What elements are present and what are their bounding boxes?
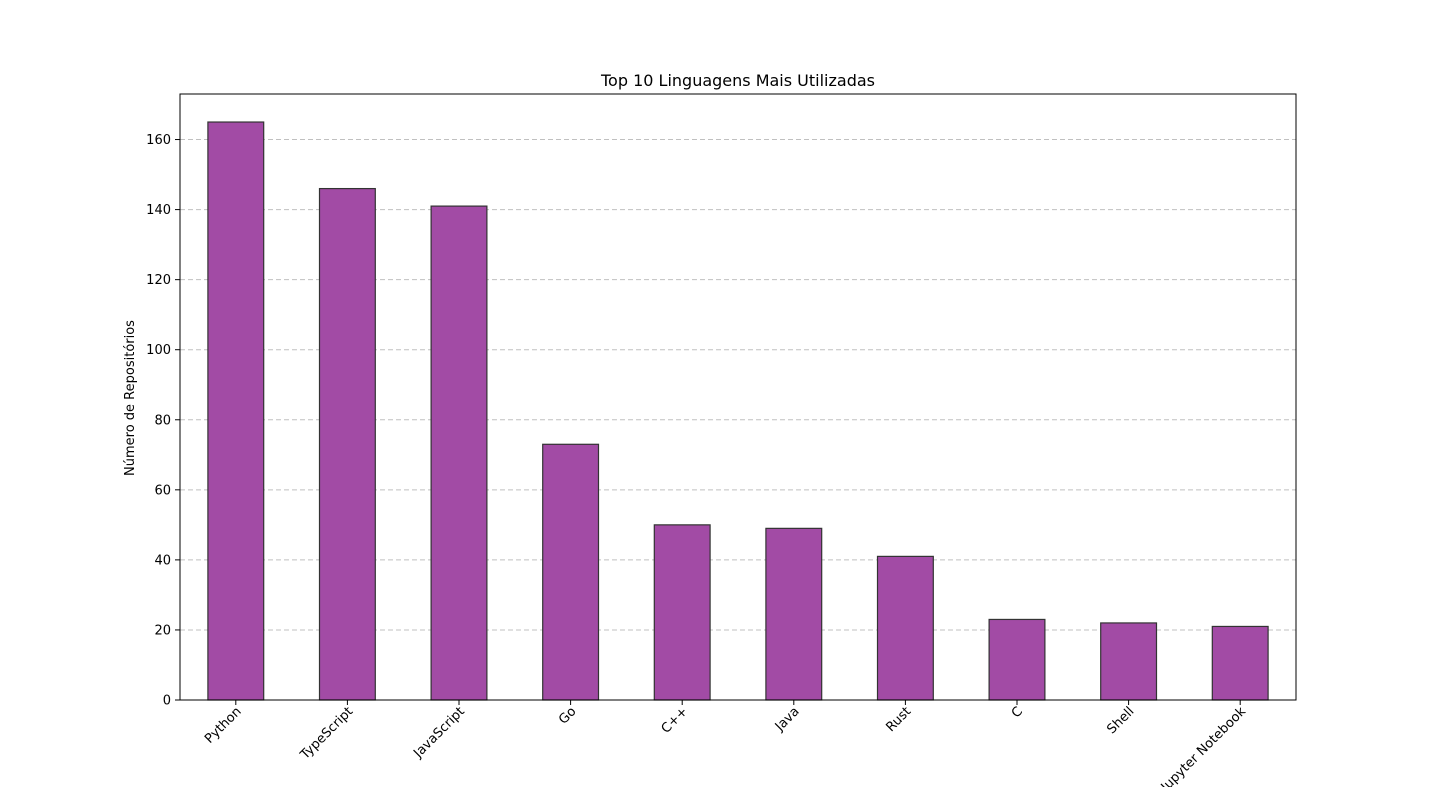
bar-javascript xyxy=(430,205,488,701)
x-tick-label: Go xyxy=(556,704,579,727)
bar-java xyxy=(765,527,823,701)
x-axis-ticks: Python TypeScript JavaScript Go C++ Java Rust C… xyxy=(202,700,1249,787)
x-tick-label: Java xyxy=(772,704,803,735)
y-tick-label: 140 xyxy=(146,203,171,218)
chart-title: Top 10 Linguagens Mais Utilizadas xyxy=(600,71,875,90)
y-tick-label: 0 xyxy=(163,694,171,709)
x-tick-label: JavaScript xyxy=(410,704,467,761)
y-tick-label: 120 xyxy=(146,273,171,288)
plot-frame xyxy=(179,93,1297,701)
y-tick-label: 60 xyxy=(154,483,171,498)
y-tick-label: 100 xyxy=(146,343,171,358)
bar-c- xyxy=(653,524,711,701)
bar-python xyxy=(207,121,265,701)
bar-c xyxy=(988,618,1046,701)
x-tick-label: Python xyxy=(202,704,244,746)
x-tick-label: Rust xyxy=(883,704,914,735)
x-tick-label: C++ xyxy=(659,704,691,736)
bar-jupyter-notebook xyxy=(1211,625,1269,701)
y-tick-label: 40 xyxy=(154,553,171,568)
y-tick-label: 20 xyxy=(154,623,171,638)
bar-typescript xyxy=(318,187,376,701)
x-tick-label: TypeScript xyxy=(297,704,356,763)
bar-rust xyxy=(876,555,934,701)
bar-go xyxy=(542,443,600,701)
y-tick-label: 160 xyxy=(146,133,171,148)
x-tick-label: C xyxy=(1009,704,1026,721)
bars xyxy=(207,121,1269,701)
y-tick-label: 80 xyxy=(154,413,171,428)
y-axis-ticks: 0 20 40 60 80 100 120 140 160 xyxy=(146,133,180,709)
x-tick-label: Shell xyxy=(1104,704,1137,737)
x-tick-label: Jupyter Notebook xyxy=(1158,704,1250,787)
y-axis-label: Número de Repositórios xyxy=(123,320,138,476)
bar-shell xyxy=(1100,622,1158,701)
